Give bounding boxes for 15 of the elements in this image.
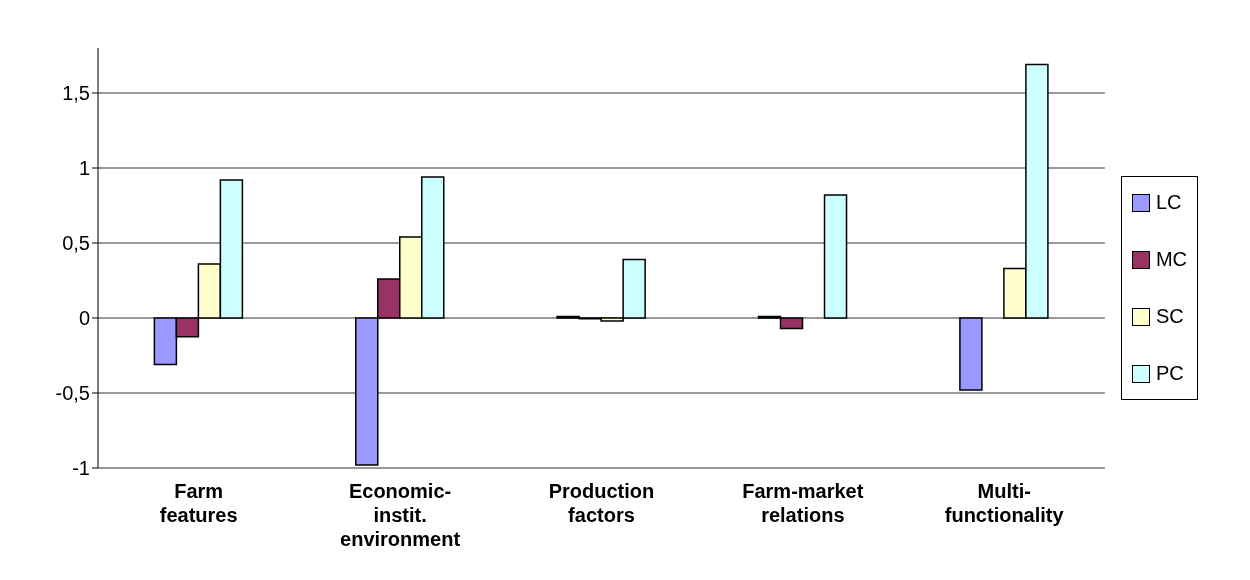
x-tick-label: Economic-instit. environment (340, 480, 461, 550)
legend-label: SC (1155, 305, 1184, 328)
x-tick-label: Production factors (548, 480, 655, 526)
y-tick-label: 1 (78, 157, 90, 180)
y-tick-label: 0,5 (62, 232, 90, 255)
legend-label: MC (1155, 248, 1187, 271)
y-tick-label: 1,5 (62, 82, 90, 105)
x-tick-label: Farm features (159, 480, 238, 526)
legend-label: LC (1155, 191, 1182, 214)
y-tick-label: 0 (78, 307, 90, 330)
x-tick-label: Multi-functionality (944, 480, 1065, 526)
y-tick-label: -0,5 (55, 382, 90, 405)
x-tick-label: Farm-market relations (742, 480, 864, 526)
y-tick-label: -1 (72, 457, 90, 480)
legend-label: PC (1155, 362, 1184, 385)
